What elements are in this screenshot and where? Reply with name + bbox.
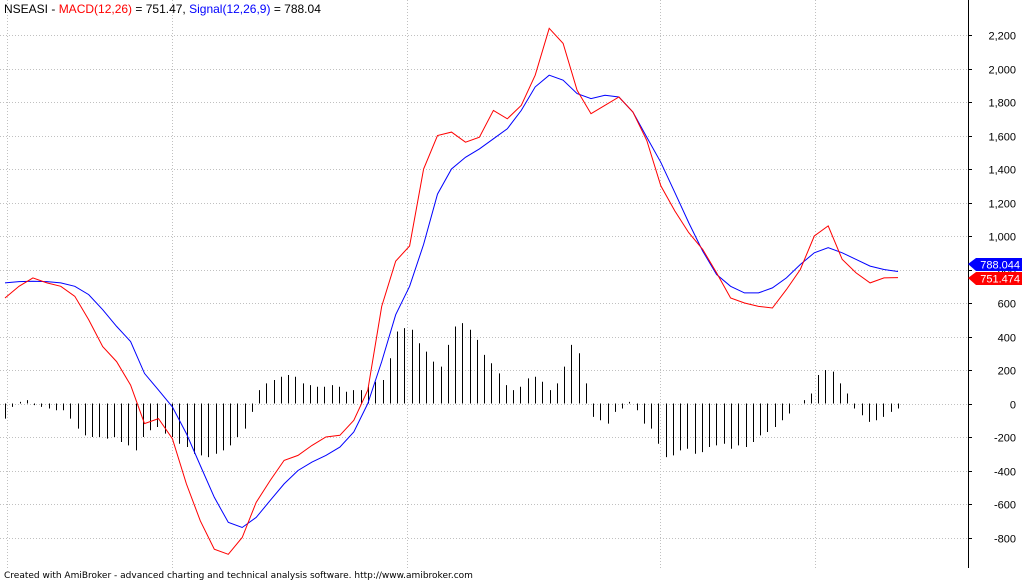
signal-line <box>4 74 899 529</box>
y-tick-label: -200 <box>994 433 1016 445</box>
y-axis: 2,2002,0001,8001,6001,4001,2001,00080060… <box>968 0 1016 568</box>
grid-layer <box>0 0 968 568</box>
macd-line <box>4 27 899 555</box>
y-tick-label: -400 <box>994 467 1016 479</box>
y-tick-label: 1,400 <box>988 165 1016 177</box>
macd-value-badge <box>968 272 1022 285</box>
macd-badge-label: 751.474 <box>980 274 1020 286</box>
symbol-label: NSEASI <box>4 2 49 16</box>
y-tick-label: 1,000 <box>988 232 1016 244</box>
y-tick-label: 1,800 <box>988 98 1016 110</box>
y-tick-label: 2,200 <box>988 31 1016 43</box>
footer-credit: Created with AmiBroker - advanced charti… <box>4 571 473 581</box>
signal-badge-label: 788.044 <box>980 260 1020 272</box>
y-tick-label: -600 <box>994 500 1016 512</box>
y-tick-label: 600 <box>998 299 1016 311</box>
y-tick-label: 1,600 <box>988 132 1016 144</box>
value-badges: 788.044 751.474 <box>968 258 1022 286</box>
y-tick-label: 0 <box>1010 400 1016 412</box>
y-tick-label: 2,000 <box>988 65 1016 77</box>
chart-title: NSEASI - MACD(12,26) = 751.47, Signal(12… <box>4 2 321 16</box>
title-separator: - <box>48 2 59 16</box>
line-layer <box>4 27 899 555</box>
y-tick-label: 400 <box>998 333 1016 345</box>
y-tick-label: -800 <box>994 534 1016 546</box>
macd-value: = 751.47, <box>132 2 190 16</box>
signal-label: Signal(12,26,9) <box>189 2 271 16</box>
y-tick-label: 1,200 <box>988 199 1016 211</box>
macd-label: MACD(12,26) <box>58 2 133 16</box>
histogram-layer <box>5 323 899 458</box>
y-tick-label: 200 <box>998 366 1016 378</box>
signal-value-badge <box>968 258 1022 271</box>
signal-value: = 788.04 <box>270 2 321 16</box>
